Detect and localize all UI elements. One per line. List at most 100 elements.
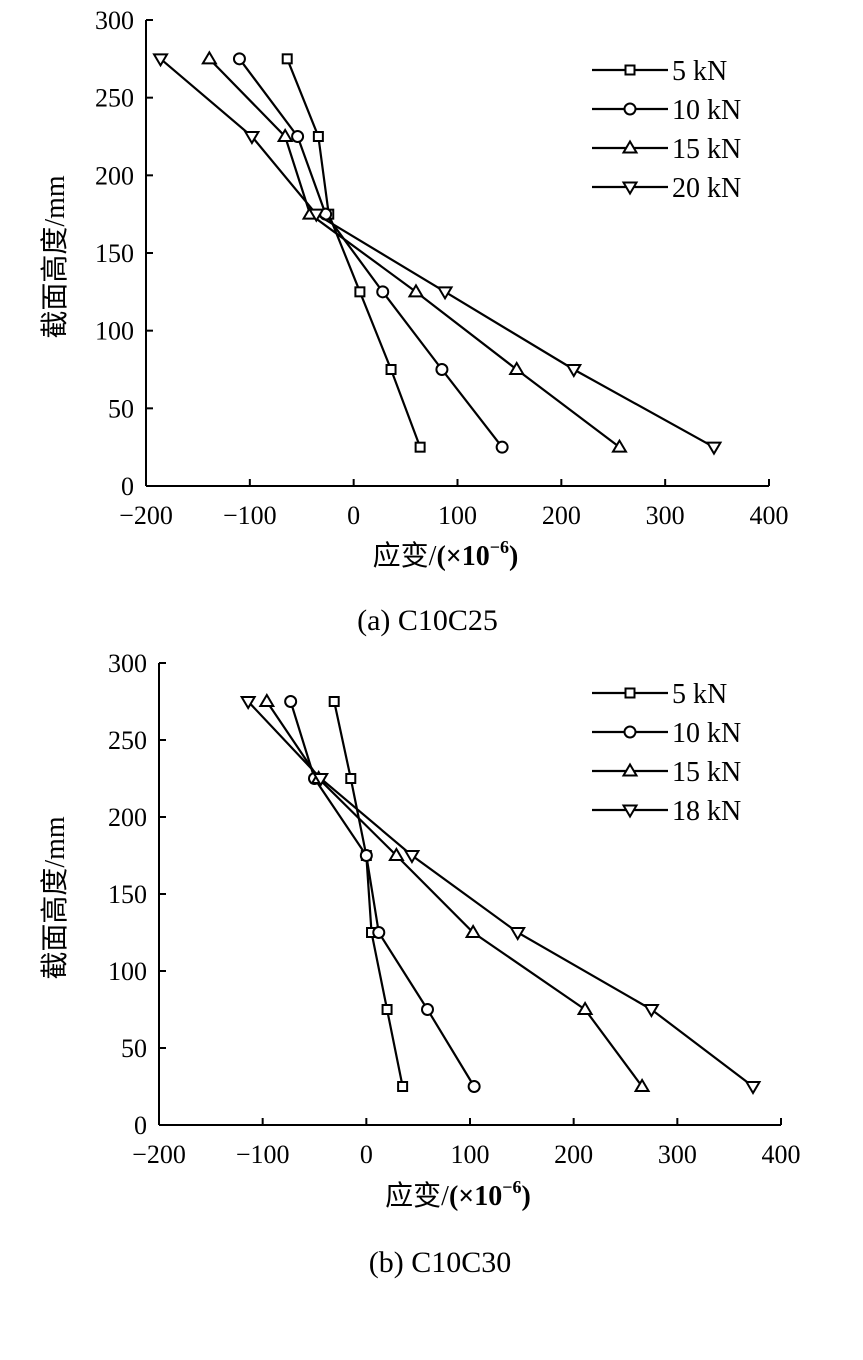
data-point: [291, 130, 305, 143]
x-axis-label-part: 应变/: [385, 1180, 449, 1212]
y-tick-label: 250: [108, 726, 147, 755]
series-20kn: 20 kN: [152, 53, 741, 456]
chart-1: −200 −100 0 100 200 300 400 0 50 100 150 200 250 300 截…: [39, 649, 801, 1279]
data-point: [705, 441, 723, 456]
data-point: [312, 131, 324, 142]
x-axis-label-part: −6: [490, 537, 509, 557]
series-line: [159, 57, 715, 449]
data-point: [243, 131, 261, 145]
data-point: [576, 1001, 594, 1015]
y-axis-label: 截面高度/mm: [39, 816, 71, 980]
legend-label: 15 kN: [672, 134, 741, 165]
x-tick-label: 100: [451, 1140, 490, 1169]
y-tick-label: 100: [108, 957, 147, 986]
data-point: [345, 773, 357, 784]
data-point: [464, 924, 482, 938]
data-point: [397, 1081, 409, 1092]
x-tick-label: 0: [347, 501, 360, 530]
data-point: [281, 53, 293, 65]
series-10kn: 10 kN: [232, 52, 741, 454]
data-point: [201, 50, 218, 65]
series-15kn: 15 kN: [201, 50, 741, 453]
x-tick-label: 400: [750, 501, 789, 530]
series-line: [265, 700, 643, 1088]
x-tick-label: 300: [658, 1140, 697, 1169]
legend-label: 10 kN: [672, 95, 741, 126]
data-point: [308, 208, 325, 223]
x-axis-label-part: ): [509, 541, 518, 572]
y-tick-label: 150: [95, 239, 134, 268]
x-tick-label: −100: [223, 501, 277, 530]
y-axis-label: 截面高度/mm: [39, 175, 71, 339]
y-tick-label: 250: [95, 84, 134, 113]
legend-marker: [624, 687, 636, 699]
y-tick-label: 300: [95, 6, 134, 35]
data-point: [258, 693, 276, 707]
x-axis-label-part: (×10: [436, 541, 489, 572]
data-point: [633, 1078, 651, 1092]
y-tick-label: 150: [108, 880, 147, 909]
series-15kn: 15 kN: [258, 693, 741, 1092]
data-point: [372, 926, 386, 939]
chart-0: −200 −100 0 100 200 300 400 0 50 100 150 200 250 300 截…: [39, 6, 789, 637]
y-tick-label: 100: [95, 317, 134, 346]
data-point: [239, 696, 257, 710]
data-point: [312, 773, 329, 787]
data-point: [354, 286, 366, 298]
data-point: [232, 52, 246, 66]
series-line: [289, 701, 476, 1088]
data-point: [388, 847, 405, 861]
x-tick-label: 200: [542, 501, 581, 530]
x-tick-label: 200: [554, 1140, 593, 1169]
data-point: [611, 438, 628, 453]
data-point: [643, 1004, 660, 1018]
data-point: [495, 440, 509, 454]
data-point: [152, 53, 169, 68]
x-tick-label: −100: [236, 1140, 290, 1169]
y-tick-label: 200: [108, 803, 147, 832]
y-tick-label: 50: [108, 394, 134, 423]
legend-marker: [621, 762, 639, 777]
data-point: [328, 696, 340, 707]
data-point: [414, 441, 426, 453]
x-axis-label: 应变/(×10−6): [373, 537, 519, 572]
legend-label: 18 kN: [672, 796, 741, 827]
series-line: [286, 58, 422, 448]
legend-marker: [624, 64, 636, 76]
data-point: [403, 850, 421, 864]
data-point: [436, 286, 454, 301]
figure-caption: (b) C10C30: [369, 1246, 512, 1279]
series-5kn: 5 kN: [281, 53, 727, 453]
x-tick-label: 0: [360, 1140, 373, 1169]
series-line: [333, 701, 404, 1087]
x-axis-label: 应变/(×10−6): [385, 1177, 531, 1212]
data-point: [284, 695, 298, 708]
x-tick-label: 300: [646, 501, 685, 530]
legend-marker: [621, 181, 639, 196]
x-axis-label-part: ): [522, 1181, 531, 1212]
series-line: [208, 58, 621, 449]
data-point: [420, 1003, 434, 1016]
y-tick-label: 0: [134, 1111, 147, 1140]
data-point: [508, 361, 525, 375]
series-line: [238, 58, 504, 448]
legend-label: 10 kN: [672, 718, 741, 749]
data-point: [407, 283, 425, 298]
legend-label: 5 kN: [672, 679, 727, 710]
data-point: [276, 128, 294, 142]
legend-marker: [621, 139, 639, 154]
x-tick-label: −200: [132, 1140, 186, 1169]
x-tick-label: 100: [438, 501, 477, 530]
data-point: [509, 927, 526, 941]
legend-marker: [623, 725, 637, 739]
legend-label: 5 kN: [672, 56, 727, 87]
data-point: [467, 1080, 481, 1093]
y-tick-label: 200: [95, 161, 134, 190]
legend-label: 20 kN: [672, 173, 741, 204]
data-point: [565, 364, 583, 378]
data-point: [381, 1004, 393, 1015]
y-tick-label: 50: [121, 1034, 147, 1063]
legend-marker: [623, 102, 637, 116]
legend-label: 15 kN: [672, 757, 741, 788]
